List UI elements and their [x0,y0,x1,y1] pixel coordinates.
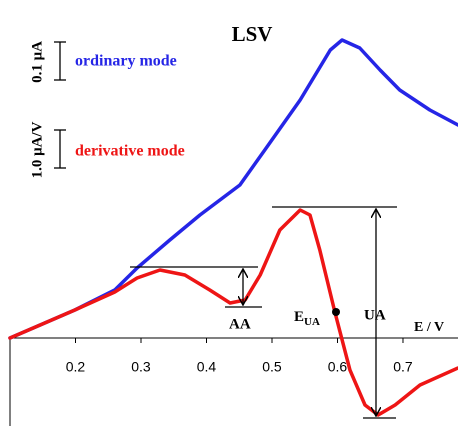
x-axis-label: E / V [414,320,444,335]
x-tick-label: 0.2 [66,359,86,375]
e-ua-point [332,308,340,316]
x-tick-label: 0.5 [262,359,282,375]
annotation-sub: UA [304,316,320,328]
legend-label: ordinary mode [75,53,177,70]
annotation: UA [364,307,386,323]
x-tick-label: 0.6 [328,359,348,375]
scale-bars [54,41,66,169]
scale-label: 0.1 μA [29,41,45,83]
legend-label: derivative mode [75,143,185,160]
annotation: E [294,309,304,325]
data-line [8,38,458,340]
x-tick-label: 0.3 [131,359,151,375]
annotation: EUA [294,309,320,327]
annotation: AA [229,316,251,332]
annotation-lines [130,206,397,419]
scale-label: 1.0 μA/V [29,121,45,178]
chart-title: LSV [232,22,273,46]
x-tick-label: 0.7 [393,359,413,375]
data-line [8,208,458,417]
x-tick-label: 0.4 [197,359,217,375]
